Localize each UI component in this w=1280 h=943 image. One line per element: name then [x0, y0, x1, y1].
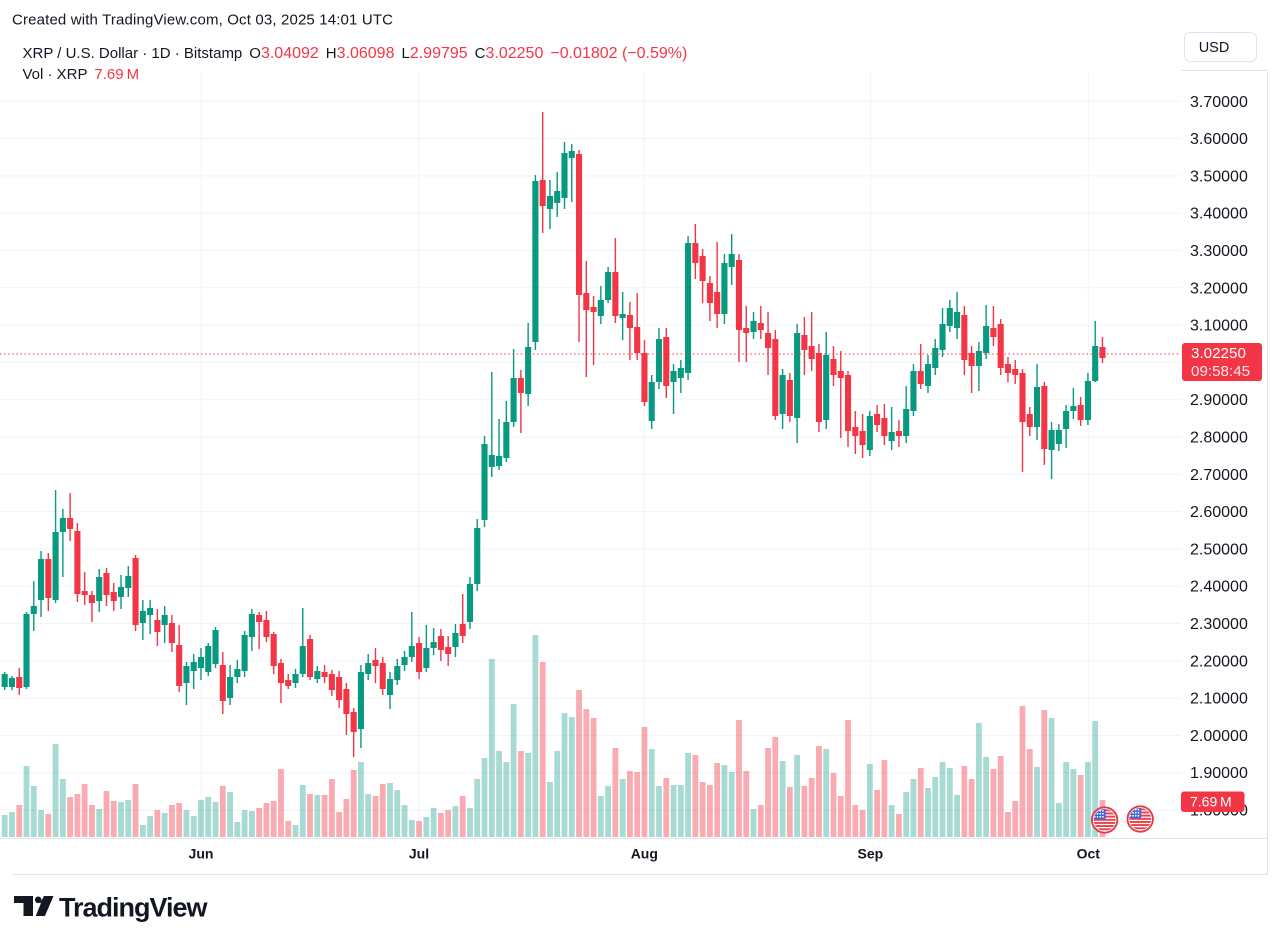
svg-text:Created with TradingView.com,: Created with TradingView.com, Oct 03, 20… [12, 12, 393, 29]
svg-text:USD: USD [1199, 40, 1230, 56]
svg-text:Jul: Jul [409, 846, 429, 862]
svg-text:Sep: Sep [858, 846, 884, 862]
svg-text:2.80000: 2.80000 [1190, 430, 1248, 447]
svg-text:2.70000: 2.70000 [1190, 467, 1248, 484]
svg-text:2.30000: 2.30000 [1190, 616, 1248, 633]
svg-text:3.40000: 3.40000 [1190, 206, 1248, 223]
svg-text:3.02250: 3.02250 [1191, 345, 1246, 362]
svg-text:TradingView: TradingView [59, 893, 208, 923]
svg-text:2.40000: 2.40000 [1190, 579, 1248, 596]
svg-text:3.20000: 3.20000 [1190, 280, 1248, 297]
svg-text:3.10000: 3.10000 [1190, 318, 1248, 335]
svg-text:3.50000: 3.50000 [1190, 168, 1248, 185]
svg-text:2.60000: 2.60000 [1190, 504, 1248, 521]
svg-text:2.10000: 2.10000 [1190, 691, 1248, 708]
svg-text:2.00000: 2.00000 [1190, 728, 1248, 745]
svg-text:09:58:45: 09:58:45 [1191, 363, 1250, 380]
svg-text:7.69 M: 7.69 M [1190, 794, 1232, 810]
svg-text:2.20000: 2.20000 [1190, 653, 1248, 670]
svg-text:3.30000: 3.30000 [1190, 243, 1248, 260]
svg-text:Aug: Aug [631, 846, 658, 862]
svg-text:XRP / U.S. Dollar · 1D · Bitst: XRP / U.S. Dollar · 1D · Bitstamp O3.0409… [23, 45, 688, 62]
svg-text:2.90000: 2.90000 [1190, 392, 1248, 409]
svg-text:Jun: Jun [189, 846, 214, 862]
svg-text:1.90000: 1.90000 [1190, 765, 1248, 782]
svg-text:Vol · XRP 7.69 M: Vol · XRP 7.69 M [23, 66, 140, 83]
svg-text:3.60000: 3.60000 [1190, 131, 1248, 148]
svg-text:Oct: Oct [1077, 846, 1101, 862]
svg-text:3.70000: 3.70000 [1190, 94, 1248, 111]
svg-text:2.50000: 2.50000 [1190, 541, 1248, 558]
